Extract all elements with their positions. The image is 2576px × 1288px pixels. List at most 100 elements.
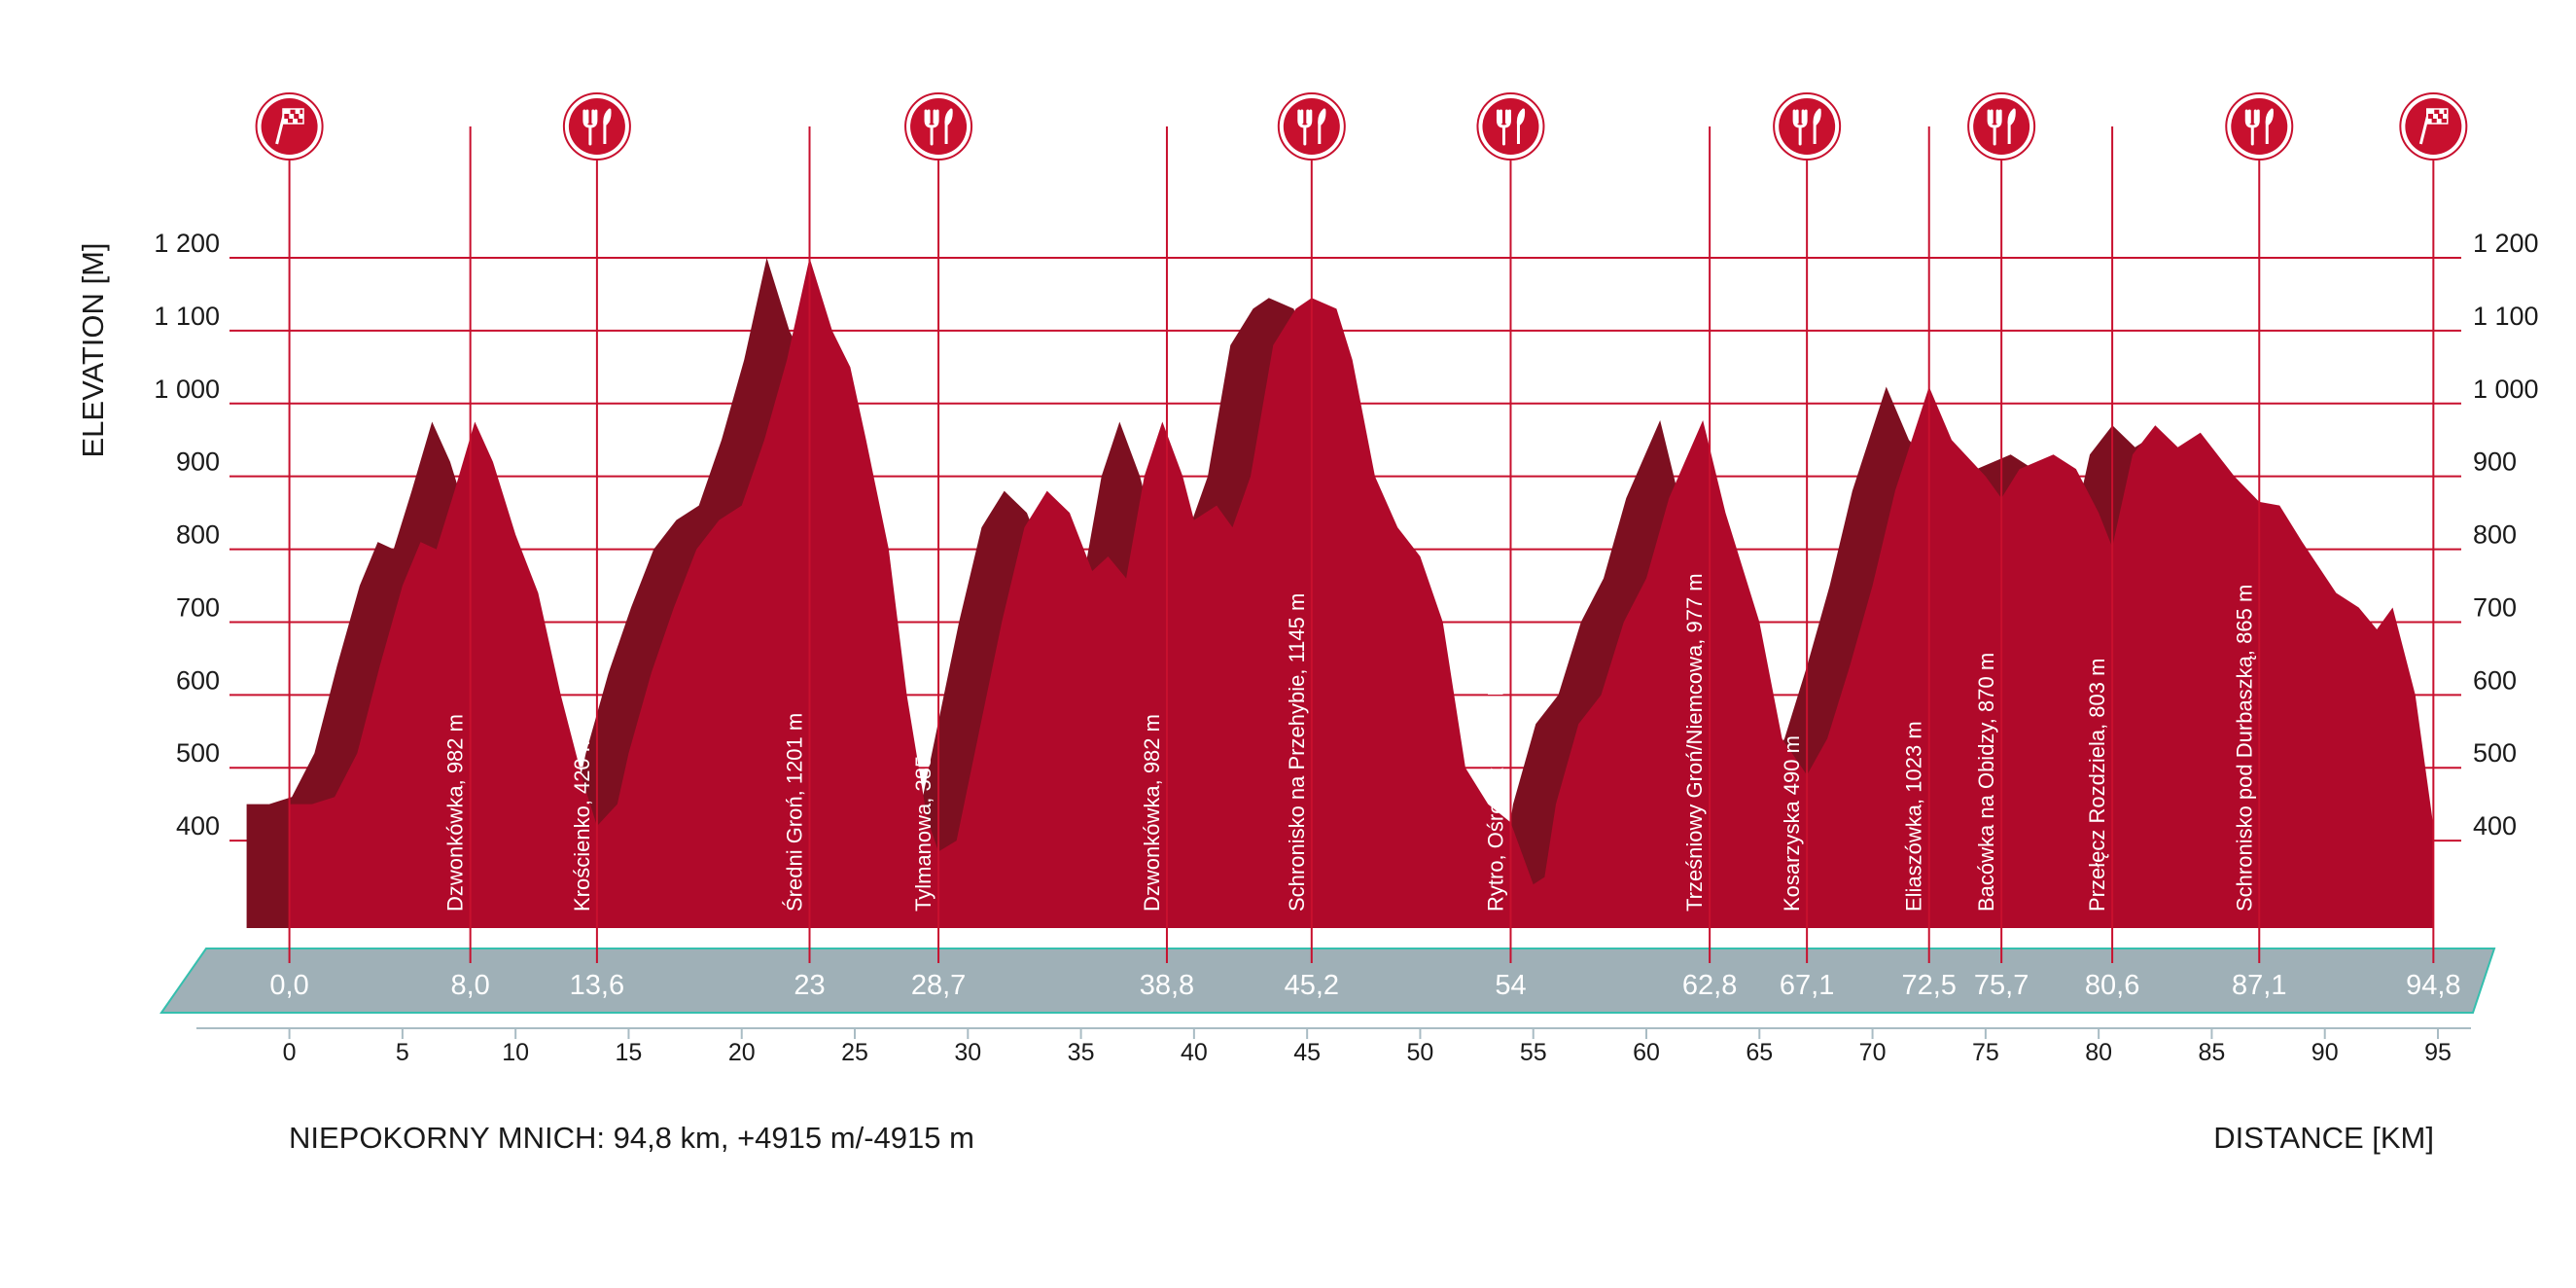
y-tick-label: 600 — [176, 665, 220, 695]
icon-disc — [568, 98, 625, 155]
waypoint-icon — [2399, 92, 2468, 161]
fork — [1496, 109, 1511, 146]
waypoint-km: 80,6 — [2085, 970, 2139, 1001]
waypoint-icon — [255, 92, 324, 161]
flag-cell — [2438, 114, 2444, 119]
flag-cell — [285, 109, 291, 114]
y-tick-label-right: 700 — [2473, 592, 2517, 622]
flag-cell — [300, 109, 305, 114]
y-tick-label: 700 — [176, 592, 220, 622]
fork — [582, 109, 598, 146]
waypoint-name: Dzwonkówka, 982 m — [443, 714, 468, 912]
waypoint-name: Schronisko na Przehybie, 1145 m — [1285, 593, 1309, 912]
waypoint-km: 38,8 — [1140, 970, 1194, 1001]
flag-cell — [294, 114, 300, 119]
waypoint-km: 94,8 — [2406, 970, 2460, 1001]
icon-disc — [2231, 98, 2288, 155]
flag-cell — [2433, 114, 2439, 119]
waypoint-name: Przełęcz Rozdziela, 803 m — [2085, 659, 2109, 912]
knife — [1516, 108, 1526, 144]
knife — [1813, 108, 1821, 144]
flag-cell — [290, 109, 296, 114]
flag-cell — [2436, 119, 2442, 124]
y-tick-label-right: 1 000 — [2473, 375, 2539, 404]
x-tick-label: 35 — [1068, 1039, 1095, 1066]
x-tick-label: 25 — [841, 1039, 868, 1066]
x-tick-label: 30 — [954, 1039, 981, 1066]
y-tick-label: 500 — [176, 738, 220, 768]
y-tick-label-right: 900 — [2473, 447, 2517, 477]
y-tick-label-right: 1 200 — [2473, 229, 2539, 258]
x-tick-label: 45 — [1293, 1039, 1321, 1066]
waypoint-name: Kosarzyska 490 m — [1780, 735, 1804, 912]
x-tick-label: 20 — [728, 1039, 756, 1066]
flag-cell — [2426, 119, 2432, 124]
waypoint-icon — [1967, 92, 2036, 161]
flag-cell — [2439, 109, 2445, 114]
icon-disc — [2405, 98, 2462, 155]
waypoint-icon — [1277, 92, 1346, 161]
knife — [1318, 108, 1326, 144]
flag-cell — [298, 119, 302, 124]
fork — [924, 109, 939, 146]
flag-cell — [2444, 109, 2450, 114]
fork — [1987, 109, 2002, 146]
knife — [2265, 108, 2274, 144]
knife — [2007, 108, 2016, 144]
x-tick-label: 15 — [616, 1039, 643, 1066]
x-tick-label: 70 — [1859, 1039, 1887, 1066]
y-tick-label-right: 1 100 — [2473, 302, 2539, 331]
waypoint-icon — [1773, 92, 1842, 161]
flag-cell — [2434, 109, 2440, 114]
waypoint-km: 75,7 — [1974, 970, 2029, 1001]
icon-disc — [1779, 98, 1836, 155]
flag-edge — [2425, 108, 2449, 125]
flag-cell — [293, 119, 298, 124]
x-tick-label: 0 — [283, 1039, 297, 1066]
x-tick-label: 40 — [1181, 1039, 1208, 1066]
flag-cell — [284, 114, 290, 119]
fork — [1297, 109, 1313, 146]
waypoint-km: 72,5 — [1901, 970, 1956, 1001]
flag-cell — [2443, 114, 2449, 119]
waypoint-name: Średni Groń, 1201 m — [783, 713, 807, 912]
waypoint-km: 87,1 — [2232, 970, 2286, 1001]
x-tick-label: 95 — [2424, 1039, 2452, 1066]
x-tick-label: 10 — [502, 1039, 529, 1066]
fork — [2244, 109, 2260, 146]
x-tick-label: 80 — [2085, 1039, 2112, 1066]
waypoint-km: 45,2 — [1285, 970, 1339, 1001]
waypoint-km: 8,0 — [450, 970, 489, 1001]
waypoint-km: 54 — [1495, 970, 1526, 1001]
flag-edge — [282, 108, 304, 125]
waypoint-icon — [562, 92, 631, 161]
icon-disc — [1973, 98, 2030, 155]
waypoint-name: Eliaszówka, 1023 m — [1902, 721, 1926, 912]
waypoint-name: Schronisko pod Durbaszką, 865 m — [2232, 585, 2256, 912]
flag-cell — [289, 114, 295, 119]
y-tick-label-right: 500 — [2473, 738, 2517, 768]
waypoint-km: 13,6 — [570, 970, 624, 1001]
x-tick-label: 60 — [1633, 1039, 1660, 1066]
waypoint-km: 62,8 — [1682, 970, 1737, 1001]
waypoint-name: Tylmanowa, 385 m — [911, 732, 935, 912]
waypoint-icon — [904, 92, 973, 161]
y-tick-label-right: 400 — [2473, 811, 2517, 841]
waypoint-icon — [1476, 92, 1545, 161]
flag-cell — [299, 114, 304, 119]
icon-disc — [261, 98, 318, 155]
distance-band — [159, 948, 2496, 1014]
x-tick-label: 55 — [1520, 1039, 1547, 1066]
knife — [944, 108, 953, 144]
flag-pole — [275, 108, 288, 145]
x-tick-label: 75 — [1972, 1039, 1999, 1066]
icon-disc — [910, 98, 968, 155]
flag-cell — [2441, 119, 2447, 124]
y-tick-label: 800 — [176, 520, 220, 550]
waypoint-icon — [2225, 92, 2294, 161]
flag-cell — [2431, 119, 2437, 124]
flag-pole — [2418, 108, 2431, 145]
flag-cell — [288, 119, 293, 124]
